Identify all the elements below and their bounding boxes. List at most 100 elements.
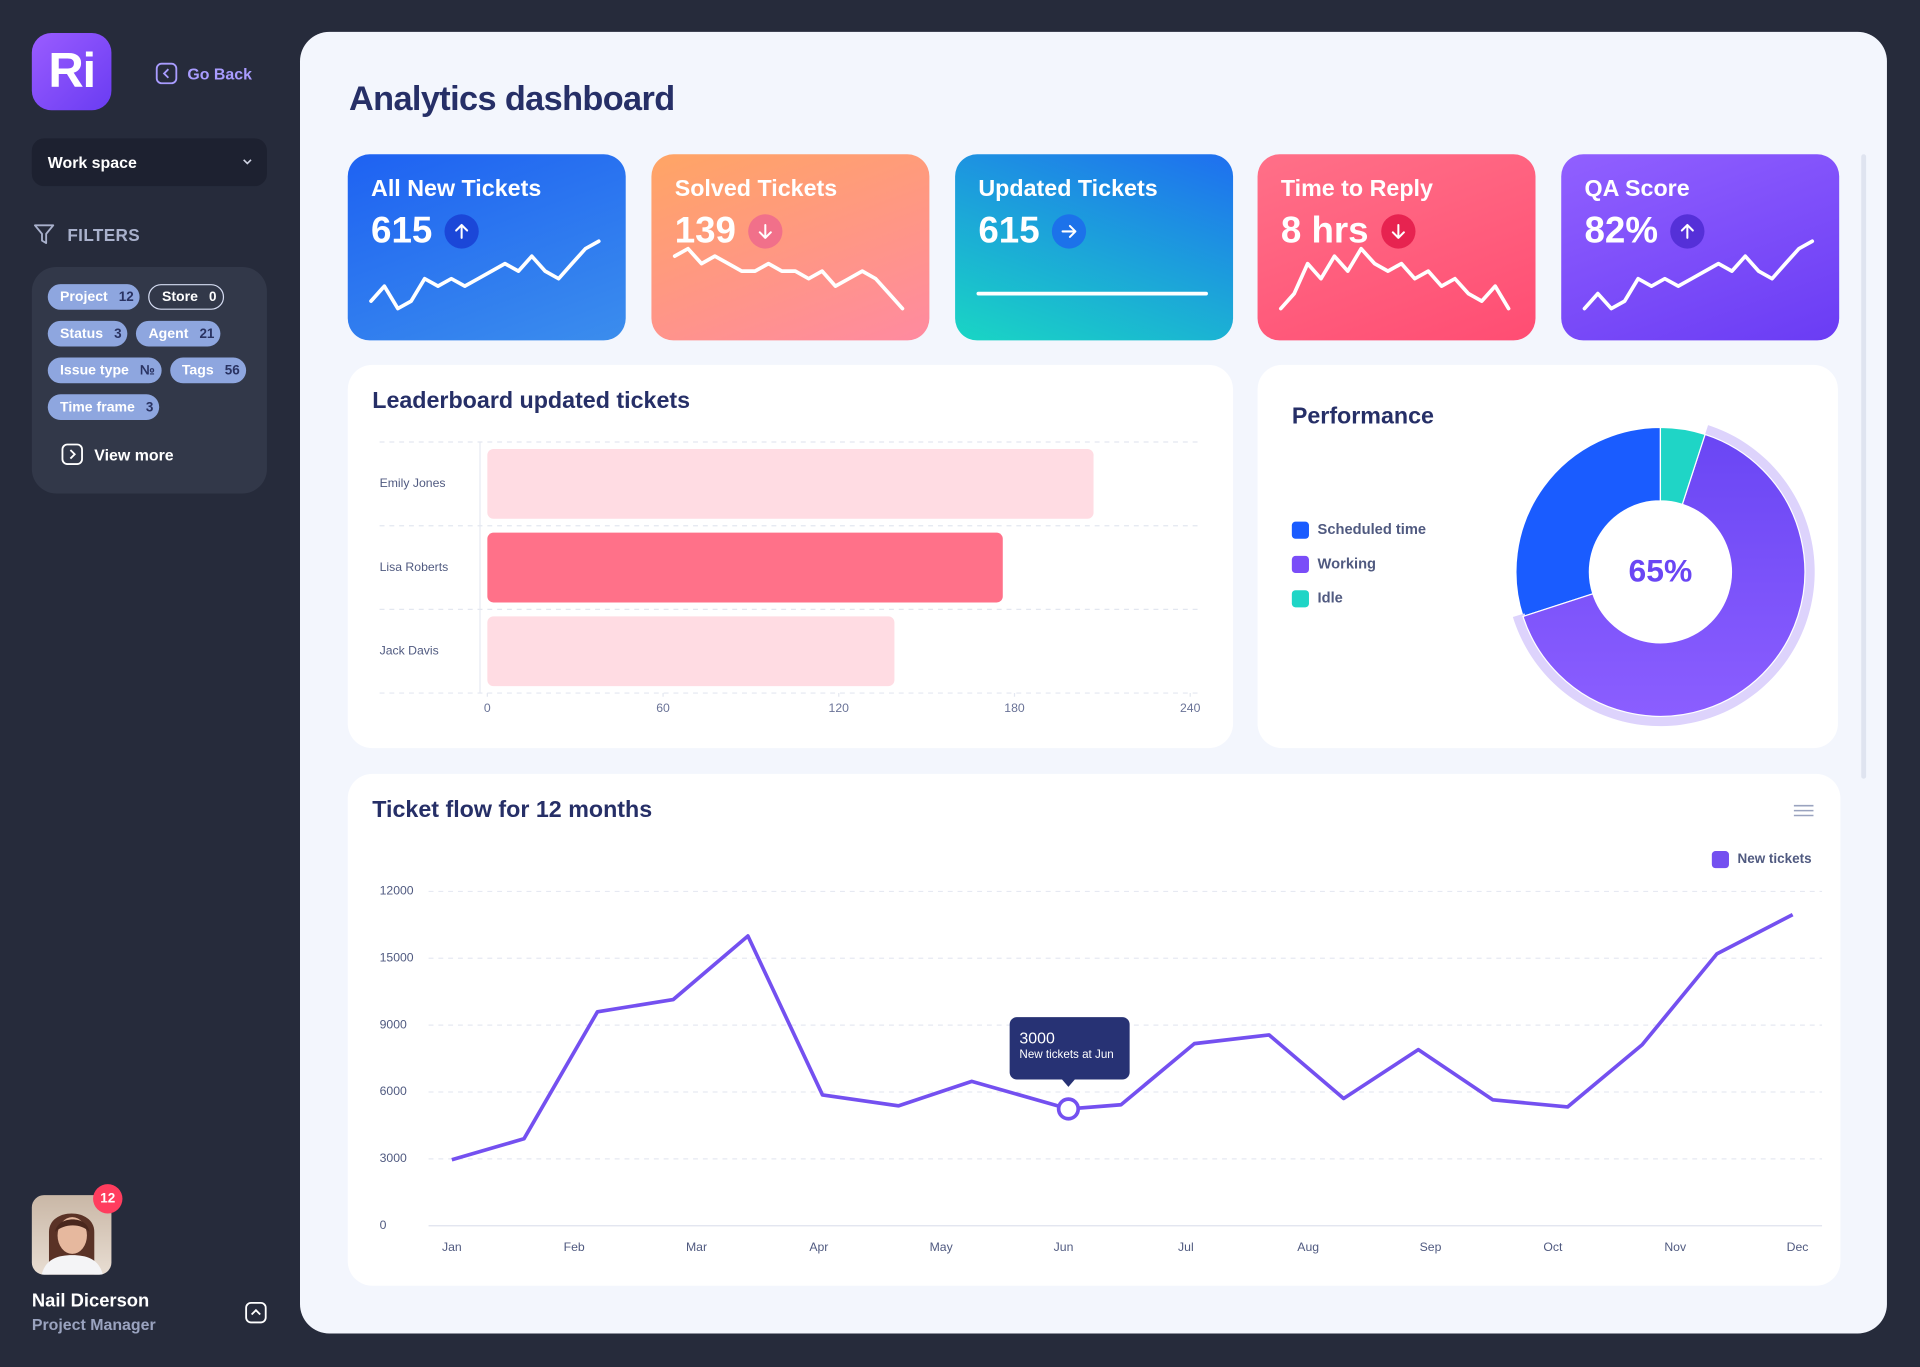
filters-heading: FILTERS [33,223,140,246]
x-tick-label: Feb [564,1240,585,1254]
kpi-value-row: 8 hrs [1280,210,1416,253]
user-menu-toggle[interactable] [245,1301,267,1324]
y-tick-label: Emily Jones [380,476,446,490]
donut-hole [1589,500,1732,643]
avatar-image [41,1213,103,1275]
filter-count: 3 [114,326,122,342]
chart-title: Leaderboard updated tickets [372,387,690,413]
legend-label: Scheduled time [1318,522,1427,538]
kpi-value-row: 615 [371,211,479,253]
x-tick-label: Jun [1054,1240,1074,1254]
filter-label: Time frame [60,399,135,415]
trend-arrow [1061,224,1077,238]
chart-title: Ticket flow for 12 months [372,796,652,822]
y-tick-label: 0 [380,1218,387,1232]
x-tick-label: Oct [1543,1240,1563,1254]
user-name: Nail Dicerson [31,1290,150,1312]
x-tick-label: May [930,1240,954,1254]
sparkline-line [1278,246,1511,311]
view-more[interactable]: View more [61,443,174,466]
bar [487,532,1003,603]
sparkline-line [1582,239,1815,311]
chart-title: Performance [1292,403,1434,429]
y-tick-label: 6000 [380,1084,407,1098]
filter-label: Project [60,289,108,305]
legend-swatch [1291,521,1309,539]
x-tick-label: Jan [442,1240,462,1254]
trend-icon [1670,214,1705,249]
kpi-label: All New Tickets [371,176,542,203]
ticket-flow-card: Ticket flow for 12 months 0 3000 6000 9000 1… [347,773,1841,1286]
scrollbar[interactable] [1861,154,1867,779]
legend-label: New tickets [1738,851,1812,866]
kpi-label: QA Score [1584,176,1690,203]
x-tick-label: Jul [1178,1240,1194,1254]
page-title: Analytics dashboard [348,79,675,118]
filter-chip[interactable]: Agent 21 [136,320,221,347]
x-tick-label: Nov [1664,1240,1687,1254]
kpi-value: 82% [1584,210,1659,252]
filter-count: 0 [208,289,217,305]
workspace-select[interactable]: Work space [31,138,267,187]
logo[interactable]: Ri [31,33,112,111]
view-more-icon [61,443,83,466]
x-tick-label: Apr [809,1240,828,1254]
workspace-label: Work space [47,153,137,172]
legend-label: Idle [1318,591,1343,607]
view-more-label: View more [94,445,174,464]
y-tick-label: 15000 [380,951,414,965]
filter-chip[interactable]: Store 0 [148,284,224,310]
legend-label: Working [1318,556,1376,572]
leaderboard-chart: Leaderboard updated tickets 0 60 120 180 240… [372,387,1203,715]
sparkline-line [369,239,601,311]
filter-chip[interactable]: Project 12 [47,284,140,310]
filters-panel: Project 12 Store 0 Status 3 Agent 21 Issue type №… [31,266,267,494]
tooltip-box [1009,1017,1130,1080]
y-tick-label: 3000 [380,1151,407,1165]
trend-arrow [455,223,469,239]
trend-arrow [758,223,772,239]
kpi-card: All New Tickets 615 [347,154,626,341]
kpi-value-row: 82% [1584,210,1705,253]
y-tick-label: 9000 [380,1017,407,1031]
x-tick-label: Dec [1787,1240,1809,1254]
leaderboard-card: Leaderboard updated tickets 0 60 120 180 240… [347,364,1234,749]
notification-badge: 12 [93,1184,123,1214]
trend-icon [1380,214,1416,249]
filter-chip[interactable]: Time frame 3 [47,394,160,421]
x-tick-label: Aug [1297,1240,1319,1254]
x-tick-label: 180 [1004,701,1025,715]
x-tick-label: 0 [484,701,491,715]
filter-chip[interactable]: Tags 56 [169,357,246,384]
x-tick-label: 240 [1180,701,1201,715]
y-tick-label: Lisa Roberts [380,560,449,574]
trend-arrow [1391,223,1405,239]
legend-swatch [1291,555,1309,574]
tooltip-text: New tickets at Jun [1019,1048,1113,1061]
kpi-value: 8 hrs [1280,210,1369,252]
filter-count: 12 [118,289,134,305]
filter-chip[interactable]: Status 3 [47,320,128,347]
filters-title: FILTERS [67,224,141,245]
kpi-label: Updated Tickets [978,176,1158,203]
back-icon [155,62,178,85]
go-back[interactable]: Go Back [155,62,252,85]
filter-chip[interactable]: Issue type № [47,357,162,384]
chart-menu[interactable] [1793,804,1814,817]
kpi-value: 615 [371,210,433,252]
arrow-path [455,223,469,239]
filter-label: Status [60,326,104,342]
performance-chart: Performance 65% Scheduled time Working Idle [1291,403,1815,727]
filter-chips: Project 12 Store 0 Status 3 Agent 21 Issue type №… [47,284,259,421]
filter-count: № [139,363,155,378]
filter-count: 21 [199,326,215,342]
arrow-path [1391,223,1405,239]
sparkline [369,239,601,311]
filter-label: Agent [148,326,189,342]
sparkline [1278,246,1511,311]
highlight-point [1056,1097,1081,1121]
kpi-value: 615 [978,210,1040,252]
trend-arrow [1680,223,1694,239]
filter-label: Tags [181,363,214,378]
